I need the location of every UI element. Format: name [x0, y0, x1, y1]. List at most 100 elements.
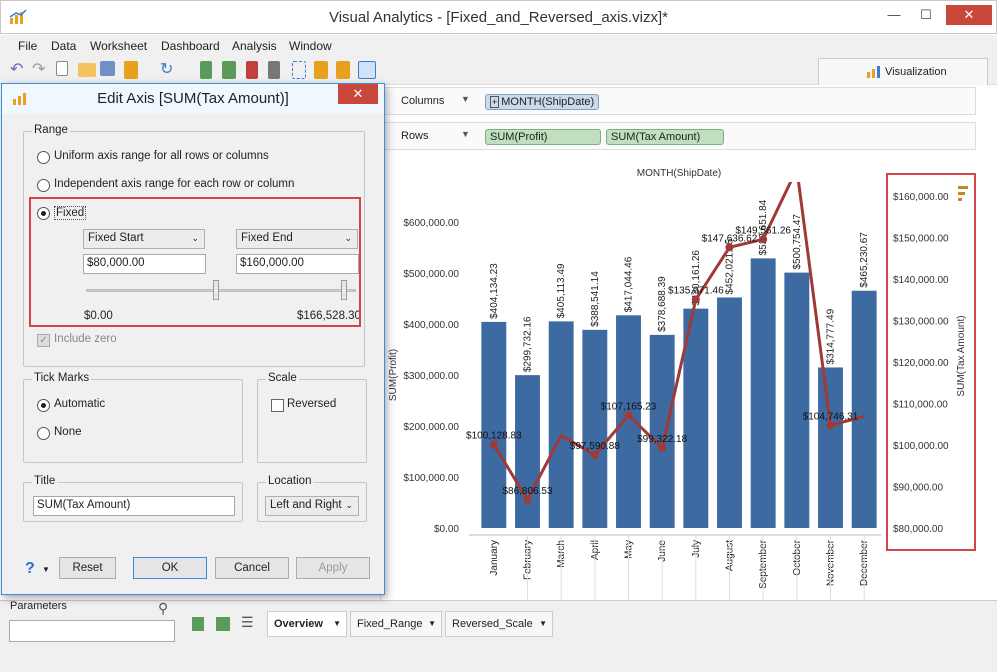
new-dashboard-icon[interactable] — [222, 61, 236, 79]
dialog-close-button[interactable]: ✕ — [338, 84, 378, 104]
rows-shelf[interactable]: Rows ▼ SUM(Profit) SUM(Tax Amount) — [380, 122, 976, 150]
apply-button[interactable]: Apply — [296, 557, 370, 579]
rows-pill-profit[interactable]: SUM(Profit) — [485, 129, 601, 145]
sort-descending-icon[interactable] — [336, 61, 350, 79]
clear-sheet-icon[interactable] — [246, 61, 258, 79]
sheet-tab-reversed-scale[interactable]: Reversed_Scale ▼ — [445, 611, 553, 637]
menu-file[interactable]: File — [18, 39, 38, 53]
select-icon[interactable] — [292, 61, 306, 79]
sort-ascending-icon[interactable] — [314, 61, 328, 79]
sheet-tab-overview[interactable]: Overview ▼ — [267, 611, 347, 637]
uniform-range-radio[interactable] — [37, 151, 50, 164]
sheet-list-icon[interactable]: ☰ — [241, 614, 254, 630]
chevron-down-icon[interactable]: ▼ — [461, 129, 470, 139]
include-zero-label: Include zero — [54, 333, 117, 345]
tick-automatic-radio[interactable] — [37, 399, 50, 412]
dialog-app-icon — [13, 93, 26, 105]
bar — [717, 297, 742, 528]
new-worksheet-icon[interactable] — [200, 61, 212, 79]
ok-button[interactable]: OK — [133, 557, 207, 579]
fit-icon[interactable] — [358, 61, 376, 79]
chevron-down-icon: ⌄ — [344, 233, 352, 243]
y-right-tick-label: $140,000.00 — [893, 275, 949, 286]
bar — [515, 375, 540, 528]
line-point — [759, 235, 768, 244]
title-group-label: Title — [32, 475, 58, 487]
menu-data[interactable]: Data — [51, 39, 77, 53]
range-slider-start-handle[interactable] — [213, 280, 219, 300]
line-point — [624, 411, 633, 420]
location-dropdown[interactable]: Left and Right ⌄ — [265, 496, 359, 516]
tick-marks-group-label: Tick Marks — [32, 372, 92, 384]
new-sheet-icon[interactable] — [56, 61, 68, 76]
y-tick-label: $200,000.00 — [403, 422, 459, 433]
parameters-box[interactable] — [9, 620, 175, 642]
maximize-button[interactable]: ☐ — [920, 7, 932, 22]
tick-none-radio[interactable] — [37, 427, 50, 440]
location-dropdown-label: Left and Right — [270, 499, 342, 511]
y-tick-label: $100,000.00 — [403, 473, 459, 484]
add-sheet-icon[interactable] — [192, 617, 204, 631]
range-slider-end-handle[interactable] — [341, 280, 347, 300]
redo-icon[interactable]: ↷ — [32, 61, 46, 78]
add-dashboard-icon[interactable] — [216, 617, 230, 631]
y-tick-label: $300,000.00 — [403, 371, 459, 382]
minimize-button[interactable]: — — [887, 7, 901, 22]
chevron-down-icon[interactable]: ▼ — [461, 94, 470, 104]
cancel-button[interactable]: Cancel — [215, 557, 289, 579]
include-zero-checkbox[interactable]: ✓ — [37, 334, 50, 347]
independent-range-radio[interactable] — [37, 179, 50, 192]
data-source-icon[interactable] — [124, 61, 138, 79]
fixed-end-input[interactable]: $160,000.00 — [236, 254, 359, 274]
columns-shelf[interactable]: Columns ▼ + MONTH(ShipDate) — [380, 87, 976, 115]
refresh-icon[interactable]: ↻ — [160, 61, 174, 78]
menu-analysis[interactable]: Analysis — [232, 39, 277, 53]
fixed-start-input[interactable]: $80,000.00 — [83, 254, 206, 274]
fixed-range-radio[interactable] — [37, 207, 50, 220]
line-point — [691, 295, 700, 304]
line-data-label: $147,636.62 — [702, 233, 758, 244]
menu-bar: File Data Worksheet Dashboard Analysis W… — [0, 35, 997, 57]
chevron-down-icon[interactable]: ▼ — [539, 619, 547, 628]
open-folder-icon[interactable] — [78, 63, 96, 77]
save-icon[interactable] — [100, 61, 115, 76]
axis-title-input[interactable]: SUM(Tax Amount) — [33, 496, 235, 516]
menu-window[interactable]: Window — [289, 39, 332, 53]
swap-icon[interactable] — [268, 61, 280, 79]
x-tick-label: October — [792, 539, 803, 575]
bar-data-label: $452,021.65 — [725, 238, 736, 294]
title-group: Title — [23, 475, 243, 522]
range-group-label: Range — [32, 124, 70, 136]
x-tick-label: January — [489, 540, 500, 576]
tick-marks-group: Tick Marks — [23, 372, 243, 463]
chevron-down-icon[interactable]: ▼ — [333, 619, 341, 628]
reversed-checkbox[interactable] — [271, 399, 284, 412]
y-right-tick-label: $80,000.00 — [893, 524, 943, 535]
range-slider-track[interactable] — [86, 289, 356, 292]
chevron-down-icon[interactable]: ▼ — [428, 619, 436, 628]
search-icon[interactable]: ⚲ — [158, 600, 169, 616]
chevron-down-icon[interactable]: ▼ — [42, 565, 50, 574]
location-group: Location — [257, 475, 367, 522]
sheet-tab-fixed-range[interactable]: Fixed_Range ▼ — [350, 611, 442, 637]
edit-axis-dialog: Edit Axis [SUM(Tax Amount)] ✕ Range Unif… — [1, 83, 385, 595]
chevron-down-icon: ⌄ — [345, 500, 353, 510]
app-logo-icon — [9, 9, 27, 24]
tab-visualization[interactable]: Visualization — [818, 58, 988, 85]
line-point — [590, 450, 599, 459]
close-window-button[interactable]: ✕ — [946, 5, 992, 25]
columns-pill[interactable]: + MONTH(ShipDate) — [485, 94, 600, 110]
rows-pill-tax[interactable]: SUM(Tax Amount) — [606, 129, 724, 145]
fixed-start-dropdown[interactable]: Fixed Start ⌄ — [83, 229, 205, 249]
menu-worksheet[interactable]: Worksheet — [90, 39, 148, 53]
menu-dashboard[interactable]: Dashboard — [161, 39, 220, 53]
expand-icon[interactable]: + — [490, 96, 500, 108]
bar — [649, 334, 675, 528]
fixed-end-dropdown[interactable]: Fixed End ⌄ — [236, 229, 358, 249]
reset-button[interactable]: Reset — [59, 557, 116, 579]
help-icon[interactable]: ? — [25, 560, 35, 577]
chevron-down-icon: ⌄ — [191, 233, 199, 243]
fixed-range-label: Fixed — [54, 206, 87, 220]
bar-data-label: $404,134.23 — [489, 263, 500, 319]
undo-icon[interactable]: ↶ — [10, 61, 24, 78]
